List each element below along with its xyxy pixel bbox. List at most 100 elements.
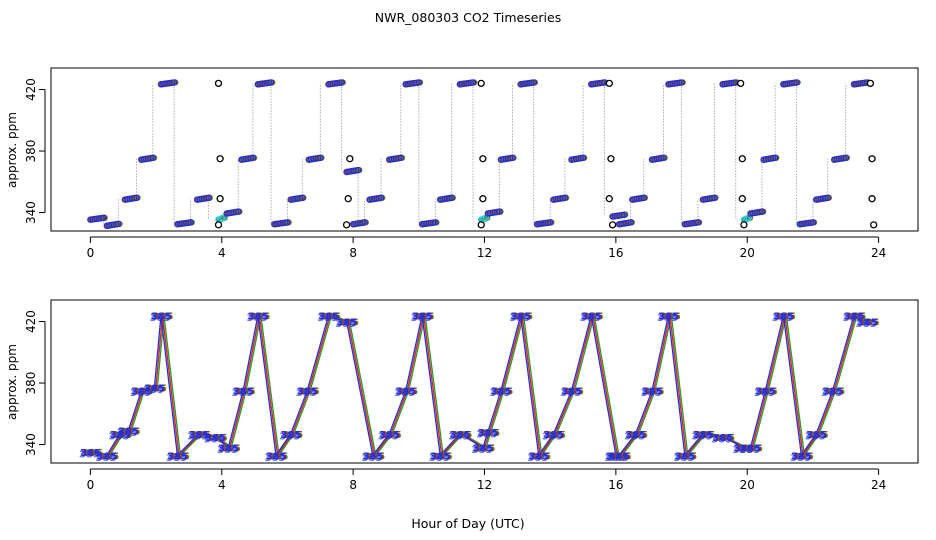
value-glyph-text: 385	[380, 430, 401, 441]
value-glyph-text: 385	[472, 444, 493, 455]
reference-point	[479, 155, 487, 163]
value-glyph-text: 385	[414, 311, 435, 322]
top-guide-lines	[103, 83, 847, 225]
data-point	[824, 194, 831, 202]
value-glyph-text: 385	[660, 311, 681, 322]
value-glyph-text: 385	[856, 319, 877, 330]
reference-point	[216, 195, 224, 203]
value-glyph-text: 385	[337, 318, 358, 329]
data-point	[317, 154, 324, 162]
value-glyph-text: 385	[80, 448, 101, 459]
value-glyph-text: 385	[143, 385, 164, 396]
data-point	[220, 214, 227, 222]
value-glyph-text: 385	[792, 451, 813, 462]
value-glyph-text: 385	[790, 453, 811, 464]
value-glyph-text: 385	[280, 430, 301, 441]
reference-point	[737, 79, 745, 88]
value-glyph-text: 385	[563, 387, 584, 398]
series-line	[90, 314, 868, 458]
value-glyph-text: 385	[336, 318, 357, 329]
x-tick-label: 20	[740, 246, 755, 260]
value-glyph-text: 385	[713, 433, 734, 444]
value-glyph-text: 385	[118, 427, 139, 438]
value-glyph-text: 385	[411, 313, 432, 324]
data-point	[170, 79, 178, 86]
value-glyph-text: 385	[268, 451, 289, 462]
value-glyph-text: 385	[364, 451, 385, 462]
value-glyph-text: 385	[741, 444, 762, 455]
x-tick-label: 16	[608, 478, 623, 492]
value-glyph-text: 385	[791, 451, 812, 462]
value-glyph-text: 385	[362, 451, 383, 462]
value-glyph-text: 385	[858, 318, 879, 329]
value-glyph-text: 385	[476, 430, 497, 441]
value-glyph-text: 385	[363, 451, 384, 462]
data-point	[298, 194, 306, 202]
value-glyph-text: 385	[117, 428, 138, 439]
value-glyph-text: 385	[694, 430, 715, 441]
value-glyph-text: 385	[733, 445, 754, 456]
x-tick-label: 12	[477, 246, 492, 260]
value-glyph-text: 385	[145, 384, 166, 395]
value-glyph-text: 385	[249, 311, 270, 322]
data-point	[771, 154, 779, 162]
value-glyph-text: 385	[676, 451, 697, 462]
value-glyph-text: 385	[473, 444, 494, 455]
value-glyph-text: 385	[394, 388, 415, 399]
data-point	[678, 79, 685, 86]
data-point	[530, 79, 538, 86]
y-tick-label: 380	[24, 372, 38, 395]
value-glyph-text: 385	[206, 433, 227, 444]
data-point	[496, 208, 503, 215]
value-glyph-text: 385	[675, 451, 696, 462]
value-glyph-text: 385	[477, 428, 498, 439]
value-glyph-text: 385	[189, 430, 210, 441]
reference-point	[216, 155, 224, 163]
value-glyph-text: 385	[624, 431, 645, 442]
value-glyph-text: 385	[282, 430, 303, 441]
value-glyph-text: 385	[146, 384, 167, 395]
value-glyph-text: 385	[627, 430, 648, 441]
data-point	[187, 219, 194, 226]
y-tick-label: 340	[24, 433, 38, 456]
value-glyph-text: 385	[413, 311, 434, 322]
value-glyph-text: 385	[821, 388, 842, 399]
value-glyph-text: 385	[774, 311, 795, 322]
value-glyph-text: 385	[822, 387, 843, 398]
value-glyph-text: 385	[478, 428, 499, 439]
x-tick-label: 20	[740, 478, 755, 492]
value-glyph-text: 385	[299, 387, 320, 398]
value-glyph-text: 385	[82, 448, 103, 459]
value-glyph-text: 385	[207, 433, 228, 444]
value-glyph-text: 385	[133, 387, 154, 398]
reference-point	[738, 195, 746, 203]
value-glyph-text: 385	[110, 430, 131, 441]
value-glyph-text: 385	[319, 311, 340, 322]
value-glyph-text: 385	[805, 431, 826, 442]
value-glyph-text: 385	[150, 313, 171, 324]
value-glyph-text: 385	[335, 319, 356, 330]
value-glyph-text: 385	[714, 433, 735, 444]
value-glyph-text: 385	[561, 387, 582, 398]
value-glyph-text: 385	[220, 444, 241, 455]
reference-point	[738, 155, 746, 163]
value-glyph-text: 385	[317, 313, 338, 324]
value-glyph-text: 385	[528, 451, 549, 462]
value-glyph-text: 385	[381, 430, 402, 441]
value-glyph-text: 385	[607, 451, 628, 462]
value-glyph-text: 385	[430, 451, 451, 462]
top-data-points	[87, 79, 878, 230]
value-glyph-text: 385	[232, 388, 253, 399]
value-glyph-text: 385	[644, 387, 665, 398]
